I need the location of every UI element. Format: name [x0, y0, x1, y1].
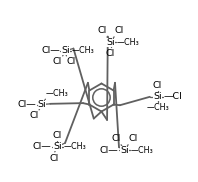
- Text: Si: Si: [153, 92, 162, 101]
- Text: Cl: Cl: [67, 57, 76, 66]
- Text: Cl: Cl: [153, 81, 162, 90]
- Text: —CH₃: —CH₃: [46, 89, 69, 98]
- Text: Cl: Cl: [114, 26, 124, 35]
- Text: Cl: Cl: [50, 154, 59, 163]
- Text: —CH₃: —CH₃: [72, 46, 94, 55]
- Text: Si: Si: [120, 146, 129, 155]
- Text: Si: Si: [38, 100, 46, 109]
- Text: Cl: Cl: [53, 57, 62, 66]
- Text: —CH₃: —CH₃: [146, 103, 169, 112]
- Text: Cl: Cl: [129, 134, 138, 143]
- Text: Cl—: Cl—: [33, 142, 51, 151]
- Text: Cl—: Cl—: [100, 146, 119, 155]
- Text: —CH₃: —CH₃: [130, 146, 153, 155]
- Text: Cl: Cl: [111, 134, 121, 143]
- Text: —Cl: —Cl: [163, 92, 182, 101]
- Text: Cl—: Cl—: [41, 46, 60, 55]
- Text: Cl: Cl: [53, 130, 62, 140]
- Text: Cl: Cl: [30, 111, 39, 120]
- Text: Si: Si: [106, 38, 115, 47]
- Text: —CH₃: —CH₃: [116, 38, 139, 47]
- Text: Cl—: Cl—: [17, 100, 36, 109]
- Text: Si: Si: [53, 142, 62, 151]
- Text: Si: Si: [61, 46, 70, 55]
- Text: —CH₃: —CH₃: [63, 142, 86, 151]
- Text: Cl: Cl: [97, 26, 107, 35]
- Text: Cl: Cl: [106, 49, 115, 58]
